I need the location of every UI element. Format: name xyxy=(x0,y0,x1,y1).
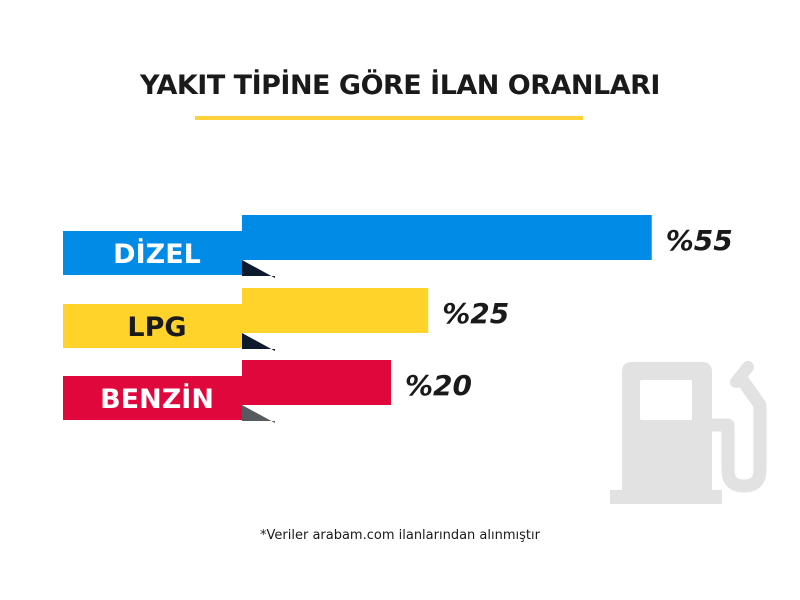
chart-title: YAKIT TİPİNE GÖRE İLAN ORANLARI xyxy=(140,70,660,101)
title-underline xyxy=(195,116,583,120)
bars-group: DİZEL %55 LPG %25 BENZİN %20 xyxy=(63,215,733,423)
bar xyxy=(242,288,429,333)
value-label: %55 xyxy=(666,224,733,257)
bar-tab xyxy=(63,304,242,348)
footnote: *Veriler arabam.com ilanlarından alınmış… xyxy=(260,528,540,543)
category-label: DİZEL xyxy=(113,238,201,270)
fuel-pump-icon xyxy=(610,361,767,504)
bar-fold xyxy=(242,405,275,423)
value-label: %25 xyxy=(442,297,509,330)
category-label: LPG xyxy=(127,312,186,343)
bar xyxy=(242,360,391,405)
bar xyxy=(242,215,652,260)
value-label: %20 xyxy=(405,369,472,402)
bar-tab xyxy=(63,376,242,420)
bar-fold xyxy=(242,333,275,351)
bar-tab xyxy=(63,231,242,275)
bar-fold xyxy=(242,260,275,278)
category-label: BENZİN xyxy=(100,383,214,415)
